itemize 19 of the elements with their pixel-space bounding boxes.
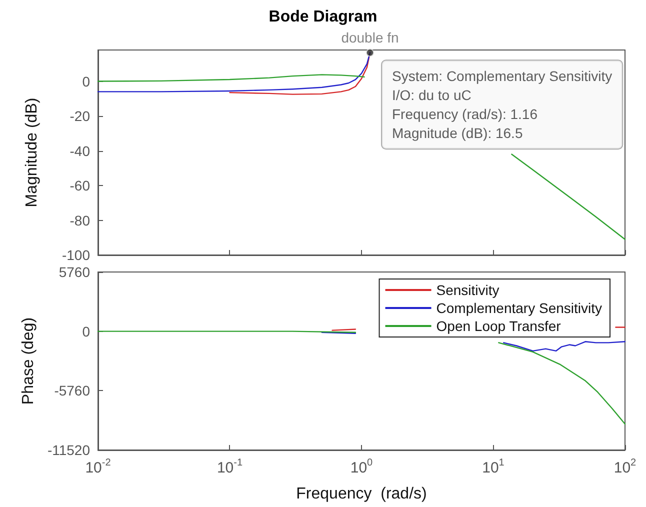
y-tick-label: 5760 [58, 264, 90, 280]
y-axis-title: Magnitude (dB) [24, 98, 40, 208]
y-tick-label: -40 [70, 142, 90, 159]
legend-label: Complementary Sensitivity [436, 300, 602, 316]
annotation: System: Complementary Sensitivity I/O: du to uC Frequency (rad/s): 1.16 Magnitude (dB): 16.5 [392, 68, 612, 142]
y-tick-label: 0 [82, 73, 90, 90]
chart-title: Bode Diagram [268, 8, 378, 26]
x-axis-title: Frequency (rad/s) [296, 486, 427, 502]
annotation: double fn [341, 30, 399, 46]
y-tick-label: -11520 [47, 442, 90, 458]
y-tick-label: -80 [70, 212, 90, 228]
y-axis-title: Phase (deg) [20, 317, 38, 405]
legend-label: Open Loop Transfer [436, 318, 562, 334]
y-tick-label: -20 [70, 108, 90, 124]
y-tick-label: -5760 [54, 382, 90, 399]
legend-label: Sensitivity [436, 282, 500, 298]
y-tick-label: 0 [82, 323, 90, 340]
y-tick-label: -100 [62, 247, 90, 263]
y-tick-label: -60 [70, 178, 90, 194]
